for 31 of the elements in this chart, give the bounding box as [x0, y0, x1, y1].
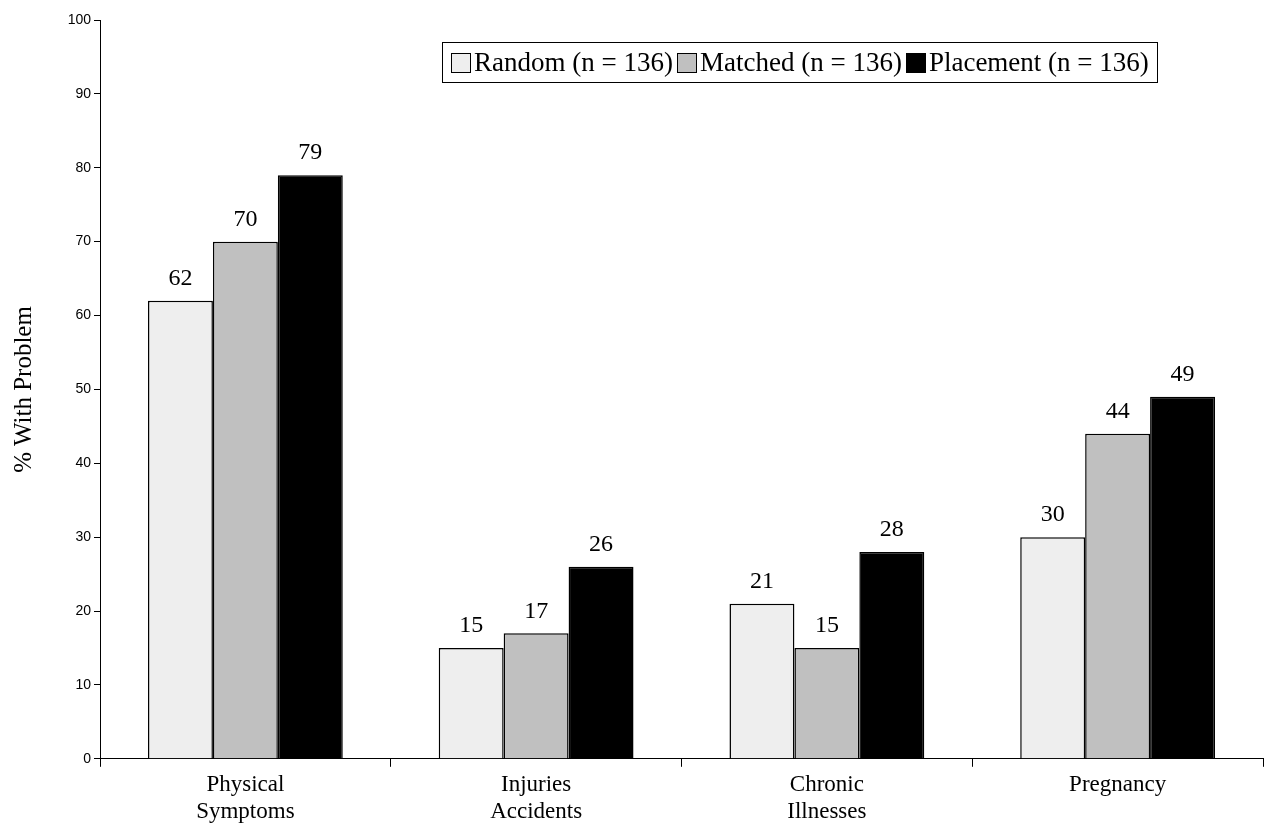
- data-label: 15: [814, 611, 839, 638]
- data-label: 62: [168, 264, 193, 291]
- data-label: 17: [524, 596, 549, 623]
- x-tick-label: Injuries Accidents: [490, 770, 583, 824]
- x-tick-label: Chronic Illnesses: [787, 770, 867, 824]
- y-axis-title: % With Problem: [8, 305, 36, 473]
- y-tick-label: 0: [83, 749, 92, 766]
- data-label: 21: [749, 566, 774, 593]
- data-label: 28: [879, 515, 904, 542]
- data-label: 15: [459, 611, 484, 638]
- y-tick-label: 70: [75, 232, 92, 249]
- y-tick-label: 80: [75, 158, 92, 175]
- y-tick-label: 60: [75, 306, 92, 323]
- data-label: 44: [1105, 397, 1130, 424]
- y-tick-label: 40: [75, 454, 92, 471]
- data-label: 79: [298, 138, 323, 165]
- legend-label: Random (n = 136): [474, 47, 673, 78]
- y-tick-label: 20: [75, 601, 92, 618]
- legend-label: Placement (n = 136): [928, 47, 1149, 78]
- y-tick-label: 30: [75, 528, 92, 545]
- data-label: 30: [1040, 500, 1065, 527]
- y-tick-label: 90: [75, 84, 92, 101]
- x-tick-label: Physical Symptoms: [196, 770, 295, 824]
- data-label: 70: [233, 204, 258, 231]
- x-tick-label: Pregnancy: [1069, 770, 1167, 796]
- data-label: 26: [589, 530, 614, 557]
- legend-label: Matched (n = 136): [699, 47, 902, 78]
- y-tick-label: 10: [75, 675, 92, 692]
- y-tick-label: 50: [75, 380, 92, 397]
- y-tick-label: 100: [67, 10, 92, 27]
- data-label: 49: [1170, 360, 1195, 387]
